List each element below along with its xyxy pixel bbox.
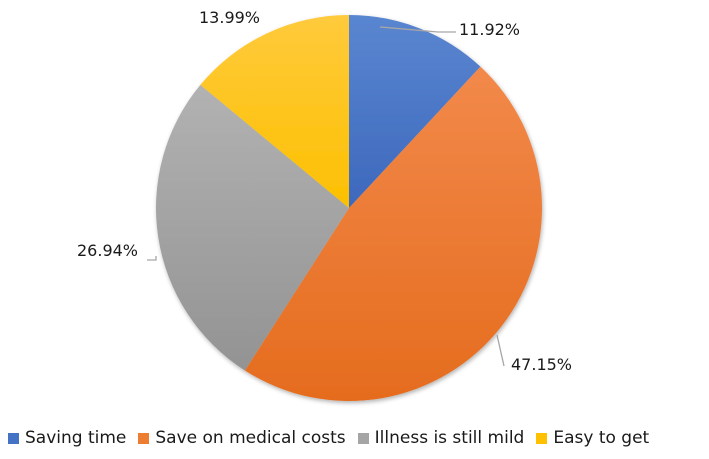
data-label-medical-costs: 47.15% — [511, 355, 573, 374]
data-label-saving-time: 11.92% — [459, 20, 521, 39]
leader-line-illness-mild — [147, 256, 157, 261]
leader-line-medical-costs — [496, 334, 505, 367]
legend-label: Illness is still mild — [374, 428, 525, 448]
legend-swatch-icon — [357, 432, 369, 444]
legend-swatch-icon — [536, 432, 548, 444]
chart-legend: Saving time Save on medical costs Illnes… — [8, 428, 661, 448]
data-label-easy-to-get: 13.99% — [199, 8, 261, 27]
pie-slice-saving-time — [349, 15, 481, 208]
legend-swatch-icon — [138, 432, 150, 444]
legend-label: Easy to get — [553, 428, 650, 448]
pie-slice-medical-costs — [244, 66, 542, 401]
legend-item-medical-costs: Save on medical costs — [138, 428, 346, 448]
leader-line-saving-time — [379, 26, 456, 33]
pie-slice-easy-to-get — [200, 15, 349, 208]
data-label-illness-mild: 26.94% — [77, 241, 139, 260]
legend-swatch-icon — [8, 432, 19, 444]
legend-item-saving-time: Saving time — [8, 428, 126, 448]
legend-item-easy-to-get: Easy to get — [536, 428, 649, 448]
pie-slice-illness-mild — [155, 84, 349, 371]
legend-label: Save on medical costs — [155, 428, 346, 448]
legend-label: Saving time — [25, 428, 127, 448]
legend-item-illness-mild: Illness is still mild — [357, 428, 525, 448]
